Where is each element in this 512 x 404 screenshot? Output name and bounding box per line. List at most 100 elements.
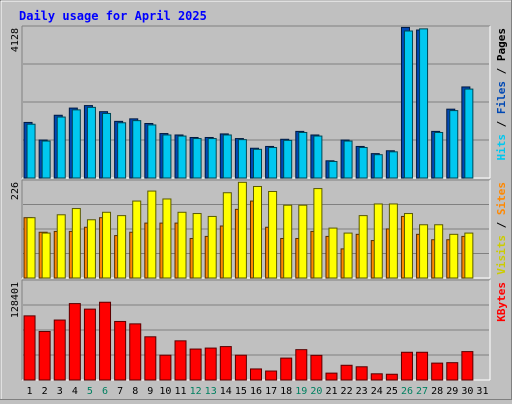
bar-hits-day-24 (373, 154, 383, 179)
bar-hits-day-30 (464, 88, 474, 179)
bar-hits-day-2 (41, 140, 51, 179)
bar-hits-day-11 (177, 135, 187, 179)
x-tick-label-8: 8 (132, 386, 138, 397)
bar-hits-day-5 (86, 106, 96, 179)
bar-hits-day-3 (56, 116, 66, 179)
bar-kbytes-day-9 (144, 336, 157, 381)
x-tick-label-30: 30 (461, 386, 473, 397)
bar-hits-day-27 (419, 28, 429, 179)
bar-visits-day-19 (298, 204, 308, 279)
x-tick-label-25: 25 (386, 386, 398, 397)
bar-visits-day-17 (268, 190, 278, 279)
bar-hits-day-9 (147, 124, 157, 179)
legend-separator: / (495, 114, 508, 134)
bar-kbytes-day-16 (250, 368, 262, 381)
bar-hits-day-26 (403, 30, 413, 179)
x-tick-label-28: 28 (431, 386, 443, 397)
x-tick-label-14: 14 (220, 386, 232, 397)
x-tick-label-5: 5 (87, 386, 93, 397)
bar-kbytes-day-11 (174, 340, 187, 381)
bar-visits-day-4 (71, 208, 81, 279)
bar-kbytes-day-17 (265, 370, 278, 381)
bar-hits-day-10 (162, 134, 172, 179)
bar-kbytes-day-8 (129, 323, 142, 381)
x-tick-label-7: 7 (117, 386, 123, 397)
x-tick-label-20: 20 (310, 386, 322, 397)
bar-visits-day-13 (207, 215, 217, 279)
x-tick-label-24: 24 (371, 386, 383, 397)
bar-visits-day-21 (328, 227, 338, 279)
bar-visits-day-27 (419, 224, 429, 279)
bar-visits-day-6 (102, 211, 112, 279)
legend-entry-sites: Sites (495, 182, 508, 215)
bar-hits-day-12 (192, 138, 202, 179)
bar-visits-day-11 (177, 211, 187, 279)
bar-hits-day-25 (388, 151, 398, 179)
bar-visits-day-9 (147, 190, 157, 279)
bar-kbytes-day-2 (38, 330, 51, 381)
x-tick-label-2: 2 (42, 386, 48, 397)
x-tick-label-6: 6 (102, 386, 108, 397)
bar-visits-day-8 (132, 200, 142, 279)
x-tick-label-3: 3 (57, 386, 63, 397)
chart-title: Daily usage for April 2025 (19, 9, 207, 23)
bar-kbytes-day-23 (355, 366, 368, 381)
bar-visits-day-20 (313, 188, 323, 279)
bar-kbytes-day-5 (83, 308, 96, 381)
bar-visits-day-25 (388, 203, 398, 279)
bar-kbytes-day-21 (325, 372, 338, 381)
bar-visits-day-29 (449, 233, 459, 279)
bar-hits-day-19 (298, 131, 308, 179)
x-tick-label-21: 21 (325, 386, 337, 397)
bar-visits-day-3 (56, 214, 66, 279)
x-tick-label-13: 13 (205, 386, 217, 397)
legend-separator: / (495, 61, 508, 81)
bar-hits-day-6 (102, 112, 112, 179)
bar-visits-day-30 (464, 232, 474, 279)
legend-entry-hits: Hits (495, 134, 508, 161)
bar-hits-day-7 (117, 122, 127, 179)
panel-1-legend: Hits / Files / Pages (495, 28, 508, 161)
bar-kbytes-day-12 (189, 348, 202, 381)
bar-kbytes-day-18 (280, 357, 293, 381)
bar-hits-day-29 (449, 110, 459, 179)
x-tick-label-10: 10 (159, 386, 171, 397)
bar-kbytes-day-3 (53, 319, 66, 381)
legend-entry-pages: Pages (495, 28, 508, 61)
bar-visits-day-15 (237, 181, 247, 279)
x-tick-label-22: 22 (341, 386, 353, 397)
panel-2-ymax-label: 226 (10, 182, 21, 200)
bar-kbytes-day-27 (416, 351, 429, 381)
x-tick-label-31: 31 (476, 386, 488, 397)
bar-visits-day-24 (373, 203, 383, 279)
bar-visits-day-1 (26, 217, 36, 279)
bar-kbytes-day-25 (385, 373, 398, 381)
bar-visits-day-10 (162, 198, 172, 279)
bar-visits-day-22 (343, 232, 353, 279)
x-tick-label-29: 29 (446, 386, 458, 397)
legend-entry-visits: Visits (495, 235, 508, 275)
bar-kbytes-day-26 (400, 351, 413, 381)
legend-entry-files: Files (495, 81, 508, 114)
x-tick-label-23: 23 (356, 386, 368, 397)
bar-kbytes-day-20 (310, 354, 323, 381)
x-tick-label-11: 11 (174, 386, 186, 397)
bar-hits-day-18 (283, 139, 293, 179)
legend-entry-kbytes: KBytes (495, 282, 508, 322)
x-tick-label-19: 19 (295, 386, 307, 397)
x-tick-label-18: 18 (280, 386, 292, 397)
x-tick-label-17: 17 (265, 386, 277, 397)
bar-hits-day-1 (26, 123, 36, 179)
bar-hits-day-21 (328, 161, 338, 179)
bar-kbytes-day-15 (234, 354, 247, 381)
x-tick-label-15: 15 (235, 386, 247, 397)
x-tick-label-26: 26 (401, 386, 413, 397)
x-tick-label-1: 1 (27, 386, 33, 397)
bar-hits-day-16 (253, 148, 262, 179)
bar-hits-day-23 (358, 147, 368, 179)
bar-hits-day-4 (71, 109, 81, 179)
bar-kbytes-day-10 (159, 354, 172, 381)
bar-hits-day-28 (434, 131, 444, 179)
bar-hits-day-8 (132, 120, 142, 179)
